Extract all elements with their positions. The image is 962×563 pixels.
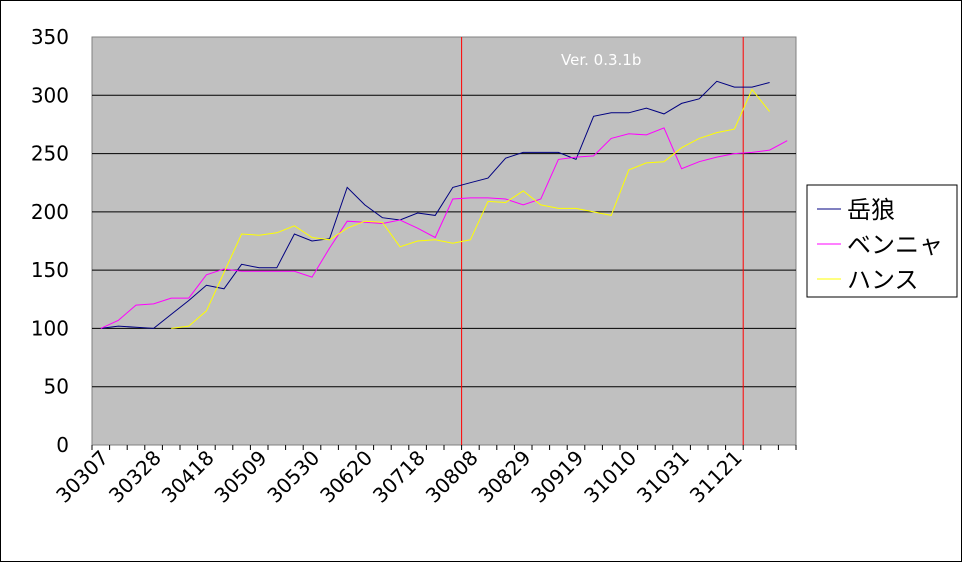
plot-area <box>91 36 797 446</box>
version-annotation: Ver. 0.3.1b <box>561 51 641 69</box>
y-tick-label: 0 <box>56 433 69 457</box>
x-tick-label: 30620 <box>315 446 377 508</box>
series-line <box>100 80 770 329</box>
y-tick-label: 350 <box>31 25 69 49</box>
y-tick-label: 150 <box>31 258 69 282</box>
y-tick-label: 250 <box>31 142 69 166</box>
x-tick-label: 30509 <box>210 446 272 508</box>
x-tick-label: 30718 <box>368 446 430 508</box>
x-tick-label: 31121 <box>685 446 747 508</box>
x-tick-label: 30418 <box>157 446 219 508</box>
x-tick-label: 30919 <box>526 446 588 508</box>
y-tick-label: 100 <box>31 316 69 340</box>
series-lines <box>100 80 788 329</box>
x-tick-label: 31031 <box>632 446 694 508</box>
legend-label: ハンス <box>847 266 919 294</box>
y-axis-ticks: 0 50 100 150 200 250 300 350 <box>31 25 69 457</box>
x-axis-ticks: 3030730328304183050930530306203071830808… <box>51 445 797 508</box>
reference-lines <box>461 37 744 445</box>
y-tick-label: 300 <box>31 83 69 107</box>
series-line <box>100 127 788 329</box>
y-tick-label: 50 <box>44 375 69 399</box>
x-tick-label: 30808 <box>421 446 483 508</box>
legend-label: 岳狼 <box>847 196 895 224</box>
legend-label: ベンニャ <box>847 231 943 259</box>
x-tick-label: 30829 <box>474 446 536 508</box>
x-tick-label: 30328 <box>104 446 166 508</box>
x-tick-label: 30530 <box>262 446 324 508</box>
y-tick-label: 200 <box>31 200 69 224</box>
x-tick-label: 31010 <box>579 446 641 508</box>
series-line <box>171 88 770 329</box>
gridlines <box>92 94 796 388</box>
legend-box <box>806 184 958 298</box>
